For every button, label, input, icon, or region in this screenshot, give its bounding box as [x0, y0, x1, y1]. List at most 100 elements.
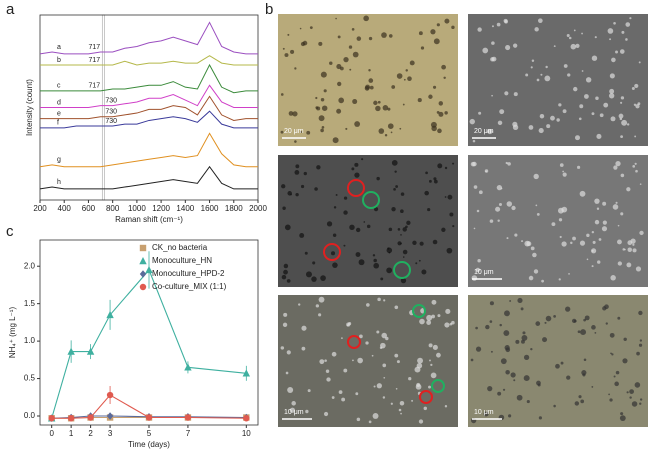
speckle: [359, 334, 363, 339]
speckle: [452, 162, 455, 165]
speckle: [473, 227, 476, 230]
speckle: [528, 125, 534, 130]
speckle: [524, 240, 531, 247]
speckle: [305, 409, 309, 414]
speckle: [490, 57, 495, 62]
speckle: [355, 227, 361, 233]
speckle: [581, 70, 584, 72]
speckle: [354, 121, 361, 127]
speckle: [620, 173, 625, 178]
speckle: [436, 23, 440, 27]
speckle: [355, 392, 359, 396]
speckle: [445, 308, 451, 315]
scale-bar-label: 10 μm: [474, 409, 494, 416]
speckle: [613, 375, 616, 378]
speckle: [426, 320, 432, 325]
speckle: [366, 224, 371, 229]
speckle: [577, 330, 581, 334]
series-label: c: [57, 83, 61, 90]
speckle: [320, 98, 325, 102]
speckle: [639, 402, 642, 405]
speckle: [520, 307, 524, 311]
speckle: [551, 222, 556, 227]
x-tick-label: 0: [49, 429, 54, 438]
speckle: [281, 274, 287, 280]
image: [468, 295, 648, 427]
marker: [139, 257, 147, 265]
speckle: [504, 310, 510, 317]
speckle: [624, 248, 626, 251]
speckle: [612, 204, 619, 210]
speckle: [428, 179, 432, 183]
speckle: [430, 372, 437, 379]
speckle: [388, 227, 393, 232]
annotation: 717: [88, 44, 100, 51]
speckle: [363, 15, 369, 22]
speckle: [591, 230, 595, 234]
speckle: [577, 165, 581, 169]
speckle: [419, 318, 425, 325]
speckle: [553, 45, 556, 48]
speckle: [282, 206, 286, 210]
speckle: [438, 101, 444, 106]
speckle: [591, 325, 596, 330]
speckle: [366, 303, 370, 307]
speckle: [373, 258, 377, 263]
speckle: [514, 233, 518, 237]
speckle: [430, 121, 437, 128]
speckle: [472, 139, 476, 143]
speckle: [610, 116, 616, 122]
speckle: [320, 71, 327, 78]
speckle: [372, 413, 379, 419]
speckle: [407, 76, 412, 81]
speckle: [615, 50, 618, 54]
speckle: [356, 36, 362, 41]
speckle: [567, 73, 571, 77]
speckle: [540, 73, 543, 76]
speckle: [502, 388, 506, 391]
speckle: [409, 60, 415, 66]
scale-bar-label: 10 μm: [474, 269, 494, 276]
speckle: [324, 359, 327, 362]
speckle: [558, 218, 563, 222]
y-tick-label: 1.5: [24, 299, 36, 308]
speckle: [602, 201, 607, 206]
speckle: [430, 29, 436, 35]
marker: [106, 412, 114, 420]
speckle: [318, 41, 323, 46]
speckle: [574, 401, 580, 406]
highlight-band: [101, 14, 105, 201]
speckle: [287, 191, 292, 196]
speckle: [305, 271, 312, 278]
speckle: [592, 240, 596, 244]
speckle: [452, 225, 455, 228]
speckle: [287, 33, 290, 36]
speckle: [400, 209, 404, 214]
x-tick-label: 3: [108, 429, 113, 438]
x-tick-label: 1800: [225, 204, 243, 213]
speckle: [351, 28, 355, 31]
speckle: [443, 76, 446, 79]
speckle: [338, 390, 343, 394]
marker: [87, 414, 94, 421]
speckle: [291, 401, 296, 406]
speckle: [397, 241, 402, 246]
speckle: [382, 363, 387, 368]
speckle: [566, 375, 571, 380]
speckle: [391, 206, 396, 212]
speckle: [432, 344, 438, 351]
speckle: [562, 172, 567, 177]
speckle: [634, 382, 641, 388]
image: [278, 14, 458, 146]
speckle: [419, 241, 424, 246]
speckle: [550, 115, 555, 121]
speckle: [402, 249, 408, 255]
speckle: [280, 346, 285, 350]
spectrum: [39, 21, 258, 55]
speckle: [483, 411, 489, 417]
speckle: [538, 128, 544, 134]
speckle: [285, 371, 289, 375]
speckle: [326, 221, 333, 227]
speckle: [312, 261, 316, 265]
speckle: [619, 49, 625, 54]
